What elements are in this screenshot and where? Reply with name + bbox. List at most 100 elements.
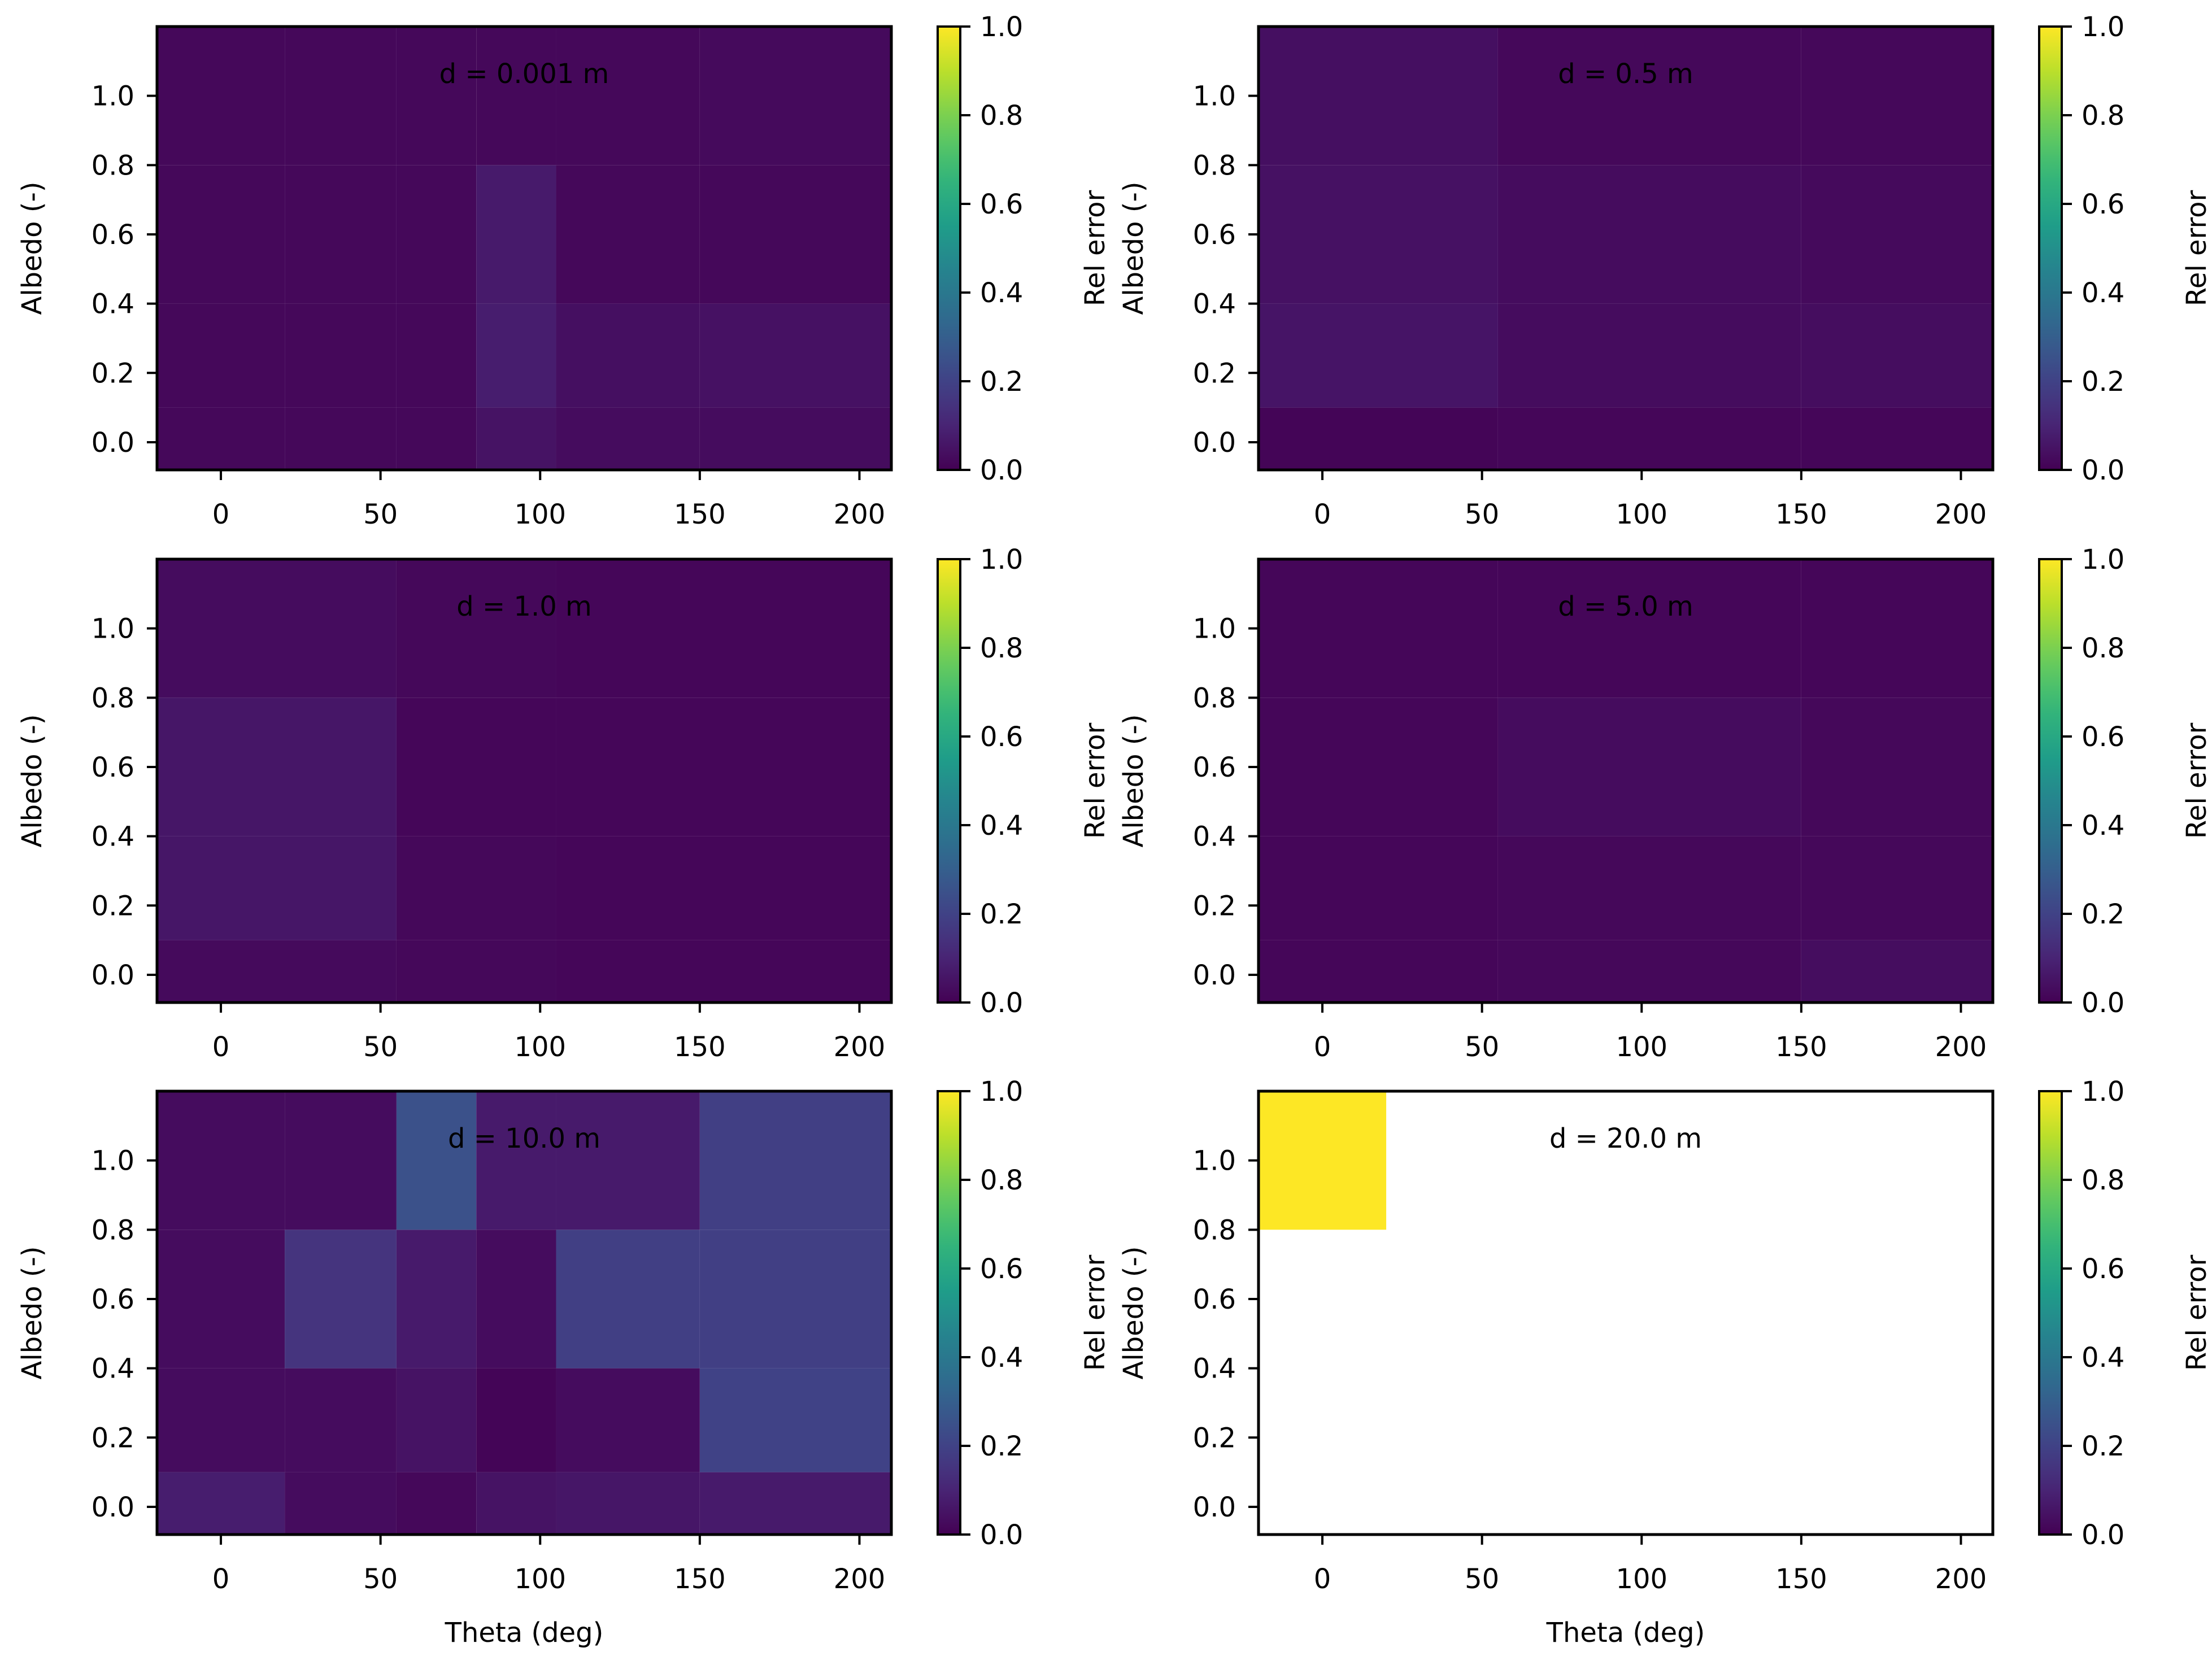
heatmap-cell xyxy=(1801,165,1993,304)
x-tick-label: 200 xyxy=(1935,1563,1987,1595)
heatmap-cell xyxy=(476,303,556,408)
heatmap-cell xyxy=(1497,407,1801,470)
y-axis-label: Albedo (-) xyxy=(16,714,48,847)
colorbar-label: Rel error xyxy=(2181,722,2212,839)
colorbar-tick-label: 0.6 xyxy=(2082,189,2124,220)
y-axis-label: Albedo (-) xyxy=(1118,1246,1149,1379)
heatmap-cell xyxy=(396,27,477,165)
colorbar-tick-label: 0.6 xyxy=(980,721,1023,753)
heatmap-cell xyxy=(157,1368,285,1472)
colorbar-tick-label: 0.2 xyxy=(980,899,1023,930)
subplot-1: d = 0.001 m 0 50 100 150 200 0.0 0.2 0.4 0.6 0.8 1.… xyxy=(16,11,1111,530)
heatmap-cell xyxy=(157,165,285,304)
heatmap-cell xyxy=(396,836,556,940)
colorbar xyxy=(2039,1091,2062,1535)
heatmap-cell xyxy=(476,1091,556,1230)
y-tick-label: 0.8 xyxy=(92,682,134,714)
heatmap-cell xyxy=(396,1472,477,1535)
colorbar-frame xyxy=(2038,25,2063,471)
x-tick-label: 0 xyxy=(1314,1031,1331,1063)
heatmap-cell xyxy=(1801,940,1993,1003)
subplot-title: d = 10.0 m xyxy=(448,1123,600,1154)
axes-frame xyxy=(1257,557,1995,1004)
x-tick-label: 50 xyxy=(1465,499,1499,530)
colorbar-tick-label: 0.2 xyxy=(2082,1431,2124,1462)
colorbar-tick-label: 0.0 xyxy=(2082,455,2124,486)
subplot-title: d = 5.0 m xyxy=(1558,591,1693,622)
heatmap-cell xyxy=(476,1472,556,1535)
colorbar-tick-label: 0.0 xyxy=(980,1519,1023,1551)
colorbar-tick-label: 1.0 xyxy=(2082,1076,2124,1108)
y-axis-label: Albedo (-) xyxy=(1118,181,1149,315)
heatmap-cell xyxy=(396,407,477,470)
heatmap-cell xyxy=(157,940,397,1003)
axes-frame xyxy=(1257,1089,1995,1536)
heatmap-cell xyxy=(556,698,891,836)
heatmap-cell xyxy=(157,698,397,836)
heatmap-cell xyxy=(1259,698,1498,836)
heatmap-cell xyxy=(285,303,397,408)
heatmap-cell xyxy=(396,1230,477,1368)
y-tick-label: 1.0 xyxy=(92,1145,134,1177)
x-tick-label: 0 xyxy=(212,1563,230,1595)
heatmap-cell xyxy=(556,940,891,1003)
colorbar-tick-label: 0.2 xyxy=(980,1431,1023,1462)
heatmap-cell xyxy=(1497,303,1801,408)
y-tick-label: 0.6 xyxy=(1193,752,1236,783)
colorbar-tick-label: 0.6 xyxy=(980,1253,1023,1285)
colorbar-frame xyxy=(937,558,961,1004)
x-tick-label: 150 xyxy=(674,1563,726,1595)
y-tick-label: 0.4 xyxy=(1193,821,1236,853)
heatmap-cell xyxy=(556,836,891,940)
x-tick-label: 150 xyxy=(674,1031,726,1063)
axes-frame xyxy=(155,557,893,1004)
heatmap-cell xyxy=(556,27,700,165)
subplot-3: d = 1.0 m 0 50 100 150 200 0.0 0.2 0.4 0.6 0.8 1.0 A… xyxy=(16,544,1111,1063)
x-axis-label: Theta (deg) xyxy=(1546,1617,1705,1649)
colorbar-tick-label: 1.0 xyxy=(2082,544,2124,576)
axes-frame xyxy=(155,1089,893,1536)
heatmap-cell xyxy=(396,698,556,836)
x-tick-label: 200 xyxy=(1935,499,1987,530)
subplot-title: d = 1.0 m xyxy=(456,591,592,622)
subplot-title: d = 20.0 m xyxy=(1549,1123,1702,1154)
colorbar-tick-label: 0.8 xyxy=(980,1165,1023,1196)
y-tick-label: 1.0 xyxy=(1193,613,1236,645)
x-tick-label: 0 xyxy=(1314,499,1331,530)
y-tick-label: 1.0 xyxy=(92,81,134,112)
heatmap-cell xyxy=(157,27,285,165)
heatmap-cell xyxy=(1259,407,1498,470)
heatmap-cell xyxy=(1259,303,1498,408)
heatmap-cell xyxy=(1497,165,1801,304)
heatmap-cell xyxy=(699,407,891,470)
heatmap-cell xyxy=(1801,407,1993,470)
heatmap-cell xyxy=(556,1230,700,1368)
heatmap-cell xyxy=(699,27,891,165)
colorbar-label: Rel error xyxy=(1079,722,1111,839)
heatmap-cell xyxy=(1801,698,1993,836)
heatmap-cell xyxy=(699,1472,891,1535)
colorbar-frame xyxy=(2038,1090,2063,1536)
y-tick-label: 1.0 xyxy=(92,613,134,645)
heatmap-cell xyxy=(157,303,285,408)
colorbar-tick-label: 0.4 xyxy=(2082,1342,2124,1374)
y-tick-label: 0.6 xyxy=(1193,219,1236,251)
heatmap-cell xyxy=(396,940,556,1003)
y-tick-label: 0.8 xyxy=(1193,1214,1236,1246)
heatmap-cell xyxy=(285,165,397,304)
colorbar-tick-label: 0.4 xyxy=(2082,810,2124,842)
x-tick-label: 200 xyxy=(1935,1031,1987,1063)
colorbar-frame xyxy=(937,25,961,471)
colorbar-frame xyxy=(2038,558,2063,1004)
x-tick-label: 200 xyxy=(834,1563,886,1595)
heatmap-cell xyxy=(157,1091,285,1230)
heatmap-cell xyxy=(157,1230,285,1368)
heatmap-cell xyxy=(396,559,556,698)
heatmap-cell xyxy=(699,1230,891,1368)
colorbar-tick-label: 1.0 xyxy=(980,544,1023,576)
colorbar-tick-label: 0.0 xyxy=(2082,987,2124,1019)
x-tick-label: 150 xyxy=(1775,1563,1827,1595)
y-axis-label: Albedo (-) xyxy=(16,1246,48,1379)
heatmap-cell xyxy=(476,1368,556,1472)
subplot-title: d = 0.5 m xyxy=(1558,58,1693,90)
